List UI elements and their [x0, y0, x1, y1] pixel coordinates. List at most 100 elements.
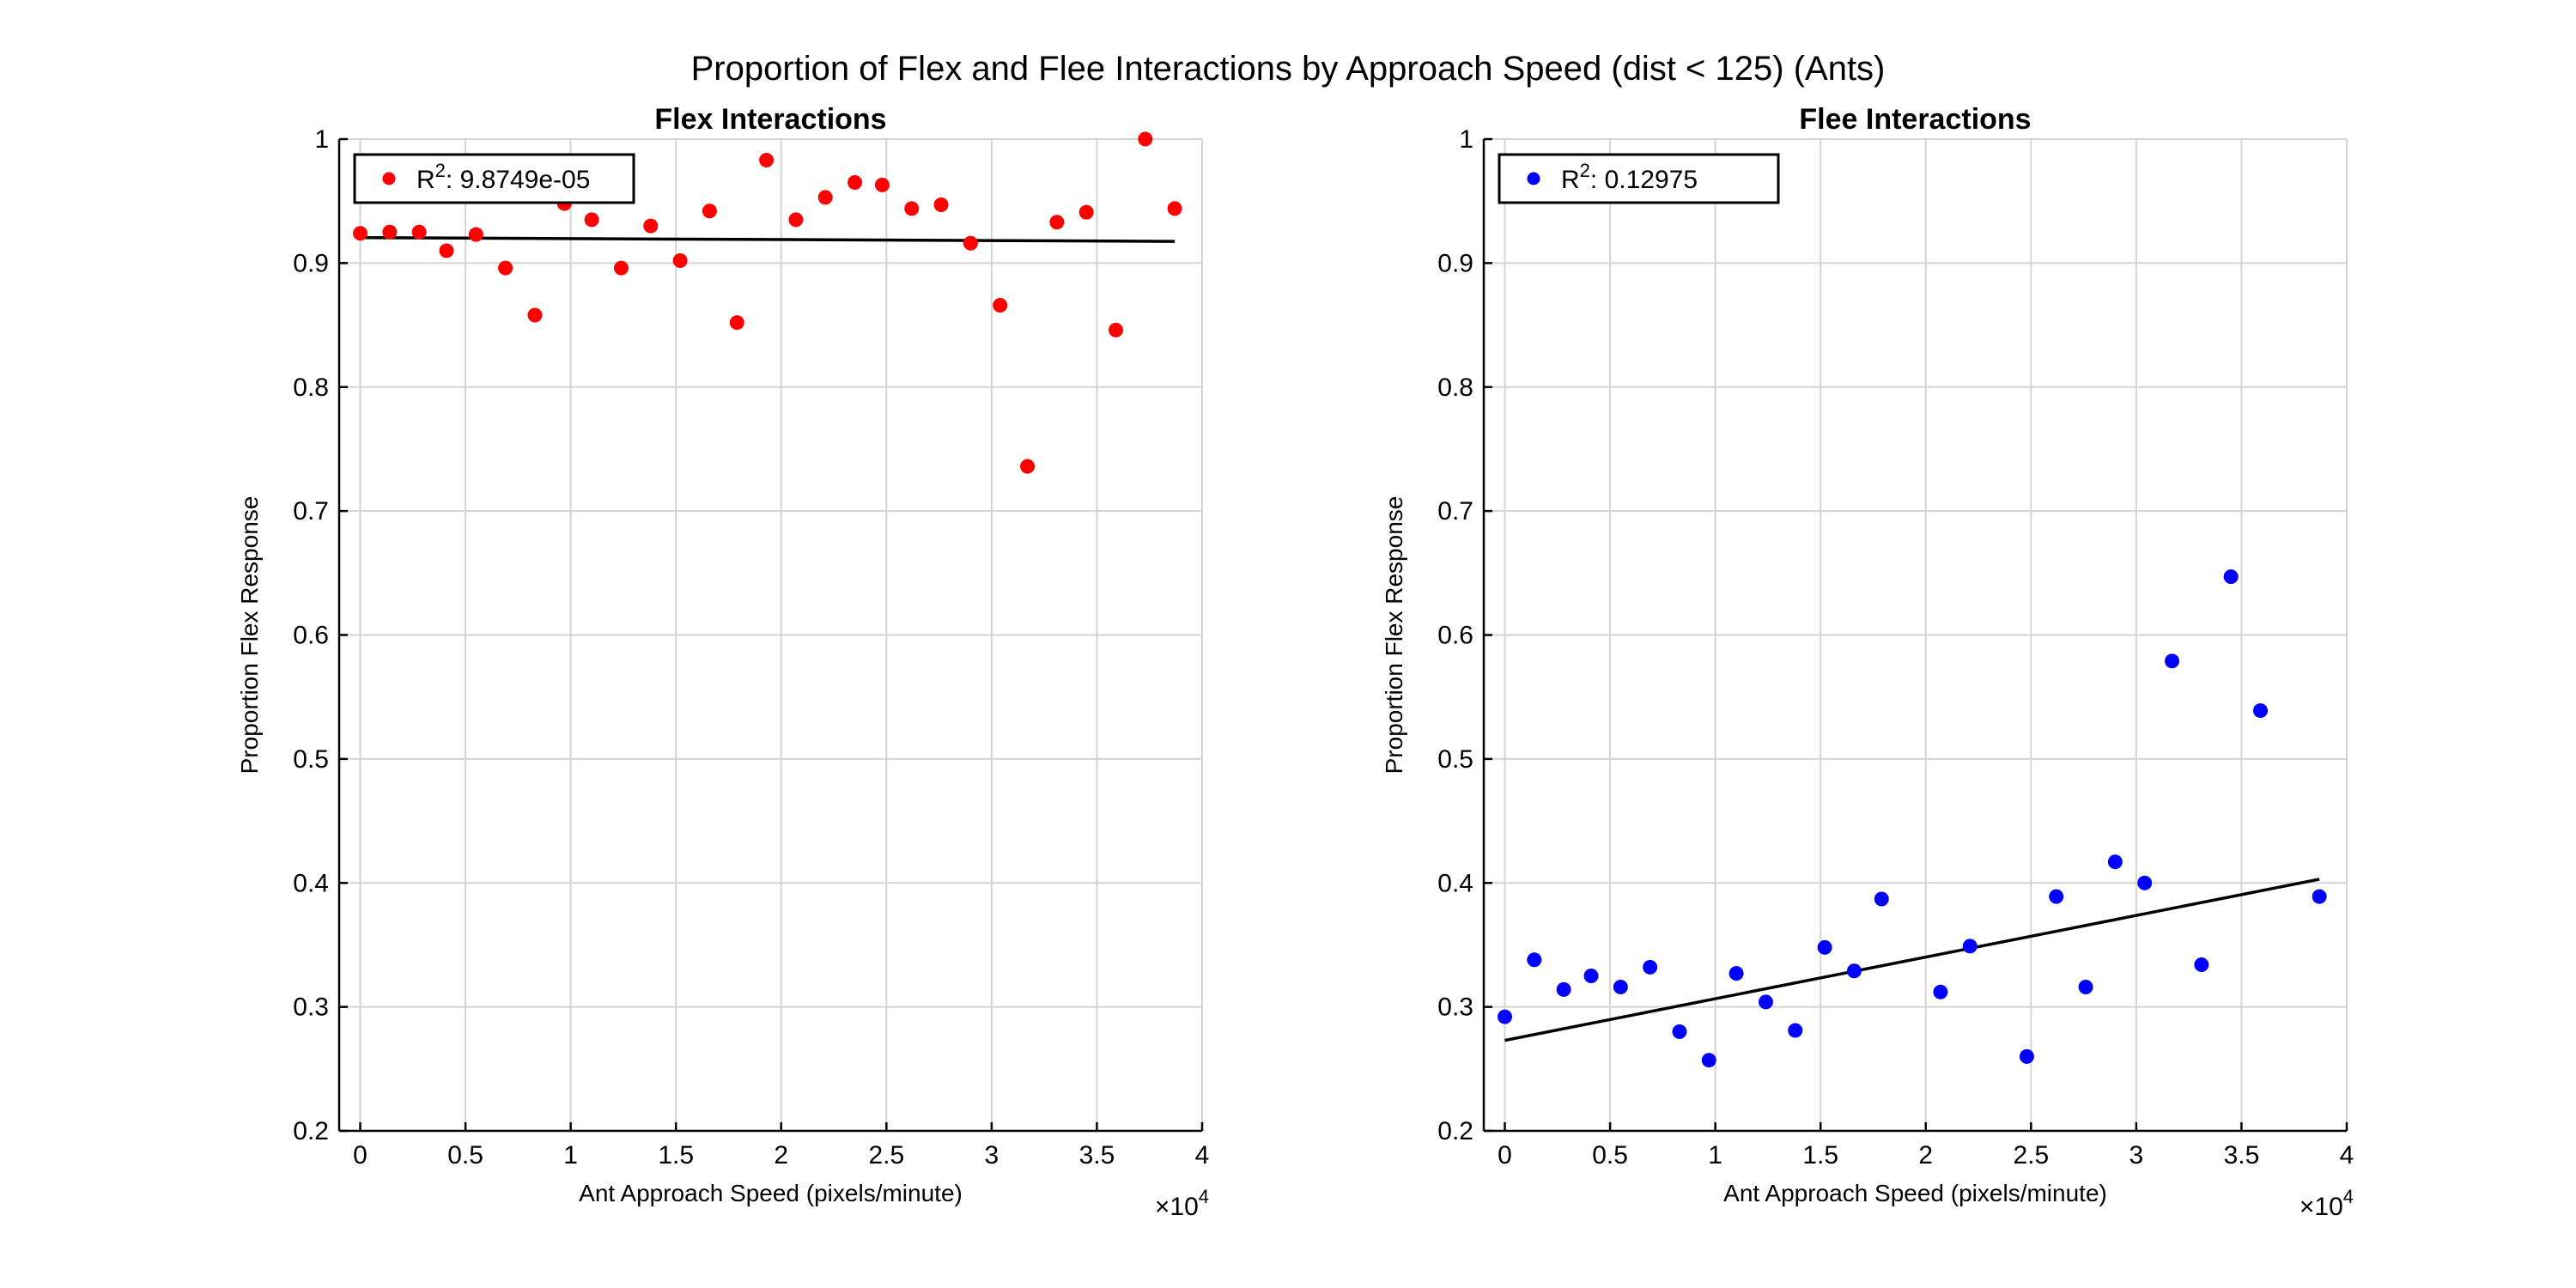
data-point — [1498, 1009, 1513, 1024]
data-point — [1138, 131, 1153, 147]
y-tick-label: 0.5 — [293, 745, 329, 774]
data-point — [2223, 569, 2239, 585]
x-tick-label: 4 — [1195, 1141, 1210, 1170]
data-point — [1672, 1024, 1687, 1039]
data-point — [702, 204, 717, 219]
subplot-title: Flee Interactions — [1799, 103, 2031, 136]
data-point — [1758, 994, 1773, 1010]
x-tick-label: 0.5 — [447, 1141, 483, 1170]
legend-marker — [1527, 172, 1540, 185]
x-exponent-label: ×104 — [2300, 1186, 2354, 1221]
data-point — [874, 177, 890, 192]
data-point — [2165, 653, 2180, 669]
data-point — [584, 212, 599, 228]
y-tick-label: 0.7 — [293, 497, 329, 526]
data-point — [1846, 963, 1862, 979]
data-point — [1583, 969, 1599, 984]
x-tick-label: 0.5 — [1592, 1141, 1628, 1170]
data-point — [817, 190, 833, 205]
flee-panel: 0 0.5 1 1.5 2 2.5 3 3.5 4 0.2 0.3 0.4 0.5 0.6 0.7 0.8 0.… — [1381, 103, 2354, 1221]
data-point — [788, 212, 804, 228]
data-point — [498, 260, 513, 276]
figure-title: Proportion of Flex and Flee Interactions… — [691, 50, 1886, 88]
y-tick-label: 0.6 — [293, 622, 329, 650]
data-point — [1613, 980, 1628, 995]
x-exponent-power: 4 — [2343, 1186, 2354, 1207]
x-tick-label: 2.5 — [2013, 1141, 2049, 1170]
x-exponent-power: 4 — [1199, 1186, 1209, 1207]
data-point — [993, 297, 1008, 313]
x-tick-label: 3.5 — [2224, 1141, 2260, 1170]
data-point — [848, 175, 863, 191]
data-point — [1728, 966, 1744, 981]
x-tick-label: 3.5 — [1079, 1141, 1115, 1170]
y-tick-label: 1 — [314, 125, 329, 154]
data-point — [1874, 891, 1889, 907]
fit-line — [1504, 878, 2320, 1042]
legend-sup: 2 — [1580, 160, 1590, 181]
flex-panel: 0 0.5 1 1.5 2 2.5 3 3.5 4 0.2 0.3 0.4 0.5 0.6 0.7 0.8 0.… — [236, 103, 1209, 1221]
data-point — [963, 235, 978, 251]
data-point — [1527, 952, 1542, 968]
y-tick-label: 0.9 — [293, 249, 329, 277]
legend-sup: 2 — [435, 160, 446, 181]
fit-line — [360, 236, 1176, 243]
data-point — [353, 226, 368, 241]
x-tick-label: 4 — [2340, 1141, 2354, 1170]
x-tick-label: 1 — [563, 1141, 578, 1170]
y-tick-label: 0.3 — [1437, 993, 1473, 1022]
y-tick-label: 0.6 — [1437, 622, 1473, 650]
legend-box — [1498, 153, 1780, 204]
x-exponent-label: ×104 — [1155, 1186, 1209, 1221]
data-point — [1817, 939, 1832, 955]
y-tick-label: 0.9 — [1437, 249, 1473, 277]
x-axis-label: Ant Approach Speed (pixels/minute) — [579, 1180, 963, 1206]
data-point — [1109, 322, 1123, 337]
data-point — [904, 201, 920, 216]
legend-prefix: R — [1561, 166, 1580, 194]
legend-label: R2: 0.12975 — [1561, 160, 1698, 194]
y-tick-label: 0.2 — [293, 1117, 329, 1145]
y-tick-label: 0.7 — [1437, 497, 1473, 526]
x-tick-label: 3 — [985, 1141, 999, 1170]
data-point — [411, 224, 427, 240]
legend: R2: 9.8749e-05 — [353, 153, 635, 204]
data-point — [1049, 215, 1065, 230]
data-point — [1788, 1023, 1803, 1038]
data-point — [2137, 875, 2153, 890]
data-point — [527, 307, 543, 323]
x-tick-label: 1 — [1708, 1141, 1722, 1170]
y-tick-label: 1 — [1459, 125, 1473, 154]
legend: R2: 0.12975 — [1498, 153, 1780, 204]
data-point — [2107, 854, 2123, 870]
x-tick-label: 0 — [1498, 1141, 1512, 1170]
y-tick-label: 0.8 — [1437, 374, 1473, 402]
legend-marker — [382, 172, 396, 185]
data-point — [672, 252, 688, 268]
data-point — [1643, 959, 1658, 975]
data-point — [2194, 957, 2209, 973]
x-axis-label: Ant Approach Speed (pixels/minute) — [1723, 1180, 2107, 1206]
data-point — [933, 197, 949, 213]
legend-value: : 0.12975 — [1590, 166, 1698, 194]
data-point — [2253, 703, 2268, 719]
y-tick-label: 0.4 — [1437, 869, 1473, 897]
legend-prefix: R — [416, 166, 435, 194]
y-axis-label: Proportion Flex Response — [236, 496, 263, 775]
data-point — [2019, 1048, 2034, 1064]
data-point — [2078, 980, 2093, 995]
data-point — [1020, 459, 1036, 474]
x-tick-label: 1.5 — [1802, 1141, 1838, 1170]
data-point — [468, 227, 483, 242]
x-tick-label: 2 — [774, 1141, 788, 1170]
y-tick-label: 0.3 — [293, 993, 329, 1022]
data-point — [439, 243, 454, 258]
data-point — [1962, 939, 1978, 954]
legend-label: R2: 9.8749e-05 — [416, 160, 590, 194]
y-tick-label: 0.8 — [293, 374, 329, 402]
data-point — [759, 153, 775, 168]
legend-box — [353, 153, 635, 204]
x-tick-label: 2.5 — [868, 1141, 904, 1170]
data-point — [2312, 889, 2327, 904]
